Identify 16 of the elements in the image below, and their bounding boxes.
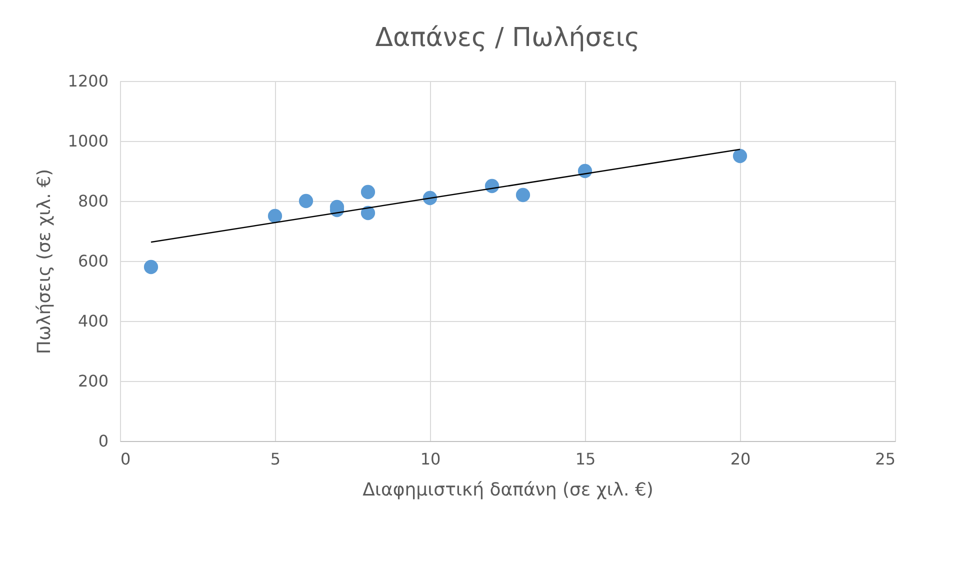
y-tick-label: 400 — [78, 312, 108, 330]
x-tick-label: 20 — [730, 450, 751, 468]
y-tick-label: 600 — [78, 252, 108, 270]
chart-title: Δαπάνες / Πωλήσεις — [375, 23, 640, 53]
x-tick-label: 5 — [270, 450, 281, 468]
y-tick-label: 200 — [78, 372, 108, 390]
x-tick-label: 10 — [420, 450, 441, 468]
y-tick-label: 1000 — [68, 132, 108, 150]
x-tick-label: 15 — [575, 450, 596, 468]
x-axis-title: Διαφημιστική δαπάνη (σε χιλ. €) — [362, 480, 654, 500]
y-tick-label: 800 — [78, 192, 108, 210]
y-tick-label: 1200 — [68, 72, 108, 90]
y-axis-title: Πωλήσεις (σε χιλ. €) — [34, 168, 55, 354]
y-tick-label: 0 — [98, 432, 108, 450]
x-tick-label: 25 — [875, 450, 896, 468]
x-tick-label: 0 — [120, 450, 131, 468]
